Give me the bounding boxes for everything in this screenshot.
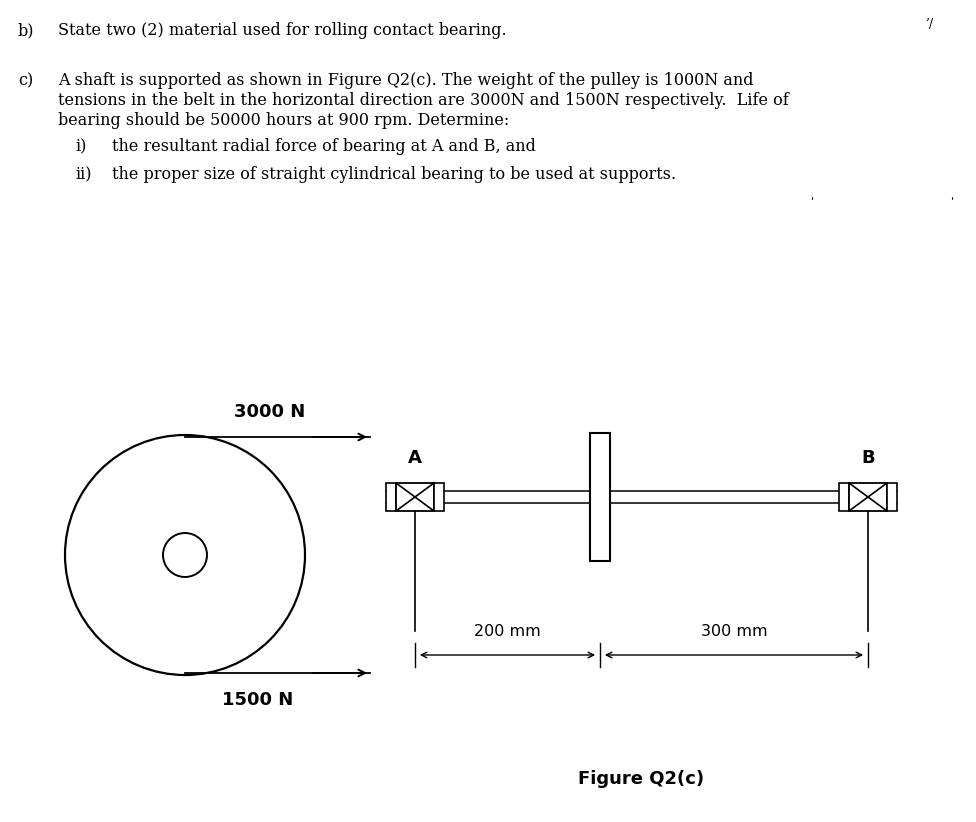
Text: the resultant radial force of bearing at A and B, and: the resultant radial force of bearing at… xyxy=(112,138,536,155)
Text: ’/: ’/ xyxy=(925,18,933,31)
Text: A shaft is supported as shown in Figure Q2(c). The weight of the pulley is 1000N: A shaft is supported as shown in Figure … xyxy=(58,72,753,89)
Bar xyxy=(887,483,897,511)
Bar xyxy=(839,483,849,511)
Text: 200 mm: 200 mm xyxy=(474,624,541,639)
Text: bearing should be 50000 hours at 900 rpm. Determine:: bearing should be 50000 hours at 900 rpm… xyxy=(58,112,509,129)
Text: State two (2) material used for rolling contact bearing.: State two (2) material used for rolling … xyxy=(58,22,507,39)
Text: 300 mm: 300 mm xyxy=(701,624,767,639)
Bar xyxy=(396,483,434,511)
Bar xyxy=(849,483,887,511)
Text: ii): ii) xyxy=(75,166,92,183)
Text: i): i) xyxy=(75,138,86,155)
Text: the proper size of straight cylindrical bearing to be used at supports.: the proper size of straight cylindrical … xyxy=(112,166,676,183)
Bar xyxy=(839,483,897,511)
Text: 3000 N: 3000 N xyxy=(234,403,305,421)
Text: tensions in the belt in the horizontal direction are 3000N and 1500N respectivel: tensions in the belt in the horizontal d… xyxy=(58,92,789,109)
Bar xyxy=(590,433,610,561)
Bar xyxy=(386,483,396,511)
Text: Figure Q2(c): Figure Q2(c) xyxy=(579,770,705,788)
Bar xyxy=(386,483,444,511)
Text: ʹ: ʹ xyxy=(950,198,954,208)
Text: c): c) xyxy=(18,72,33,89)
Text: 1500 N: 1500 N xyxy=(223,691,294,709)
Text: A: A xyxy=(408,449,422,467)
Text: B: B xyxy=(861,449,874,467)
Text: b): b) xyxy=(18,22,34,39)
Text: ʹ: ʹ xyxy=(810,198,813,208)
Bar xyxy=(434,483,444,511)
